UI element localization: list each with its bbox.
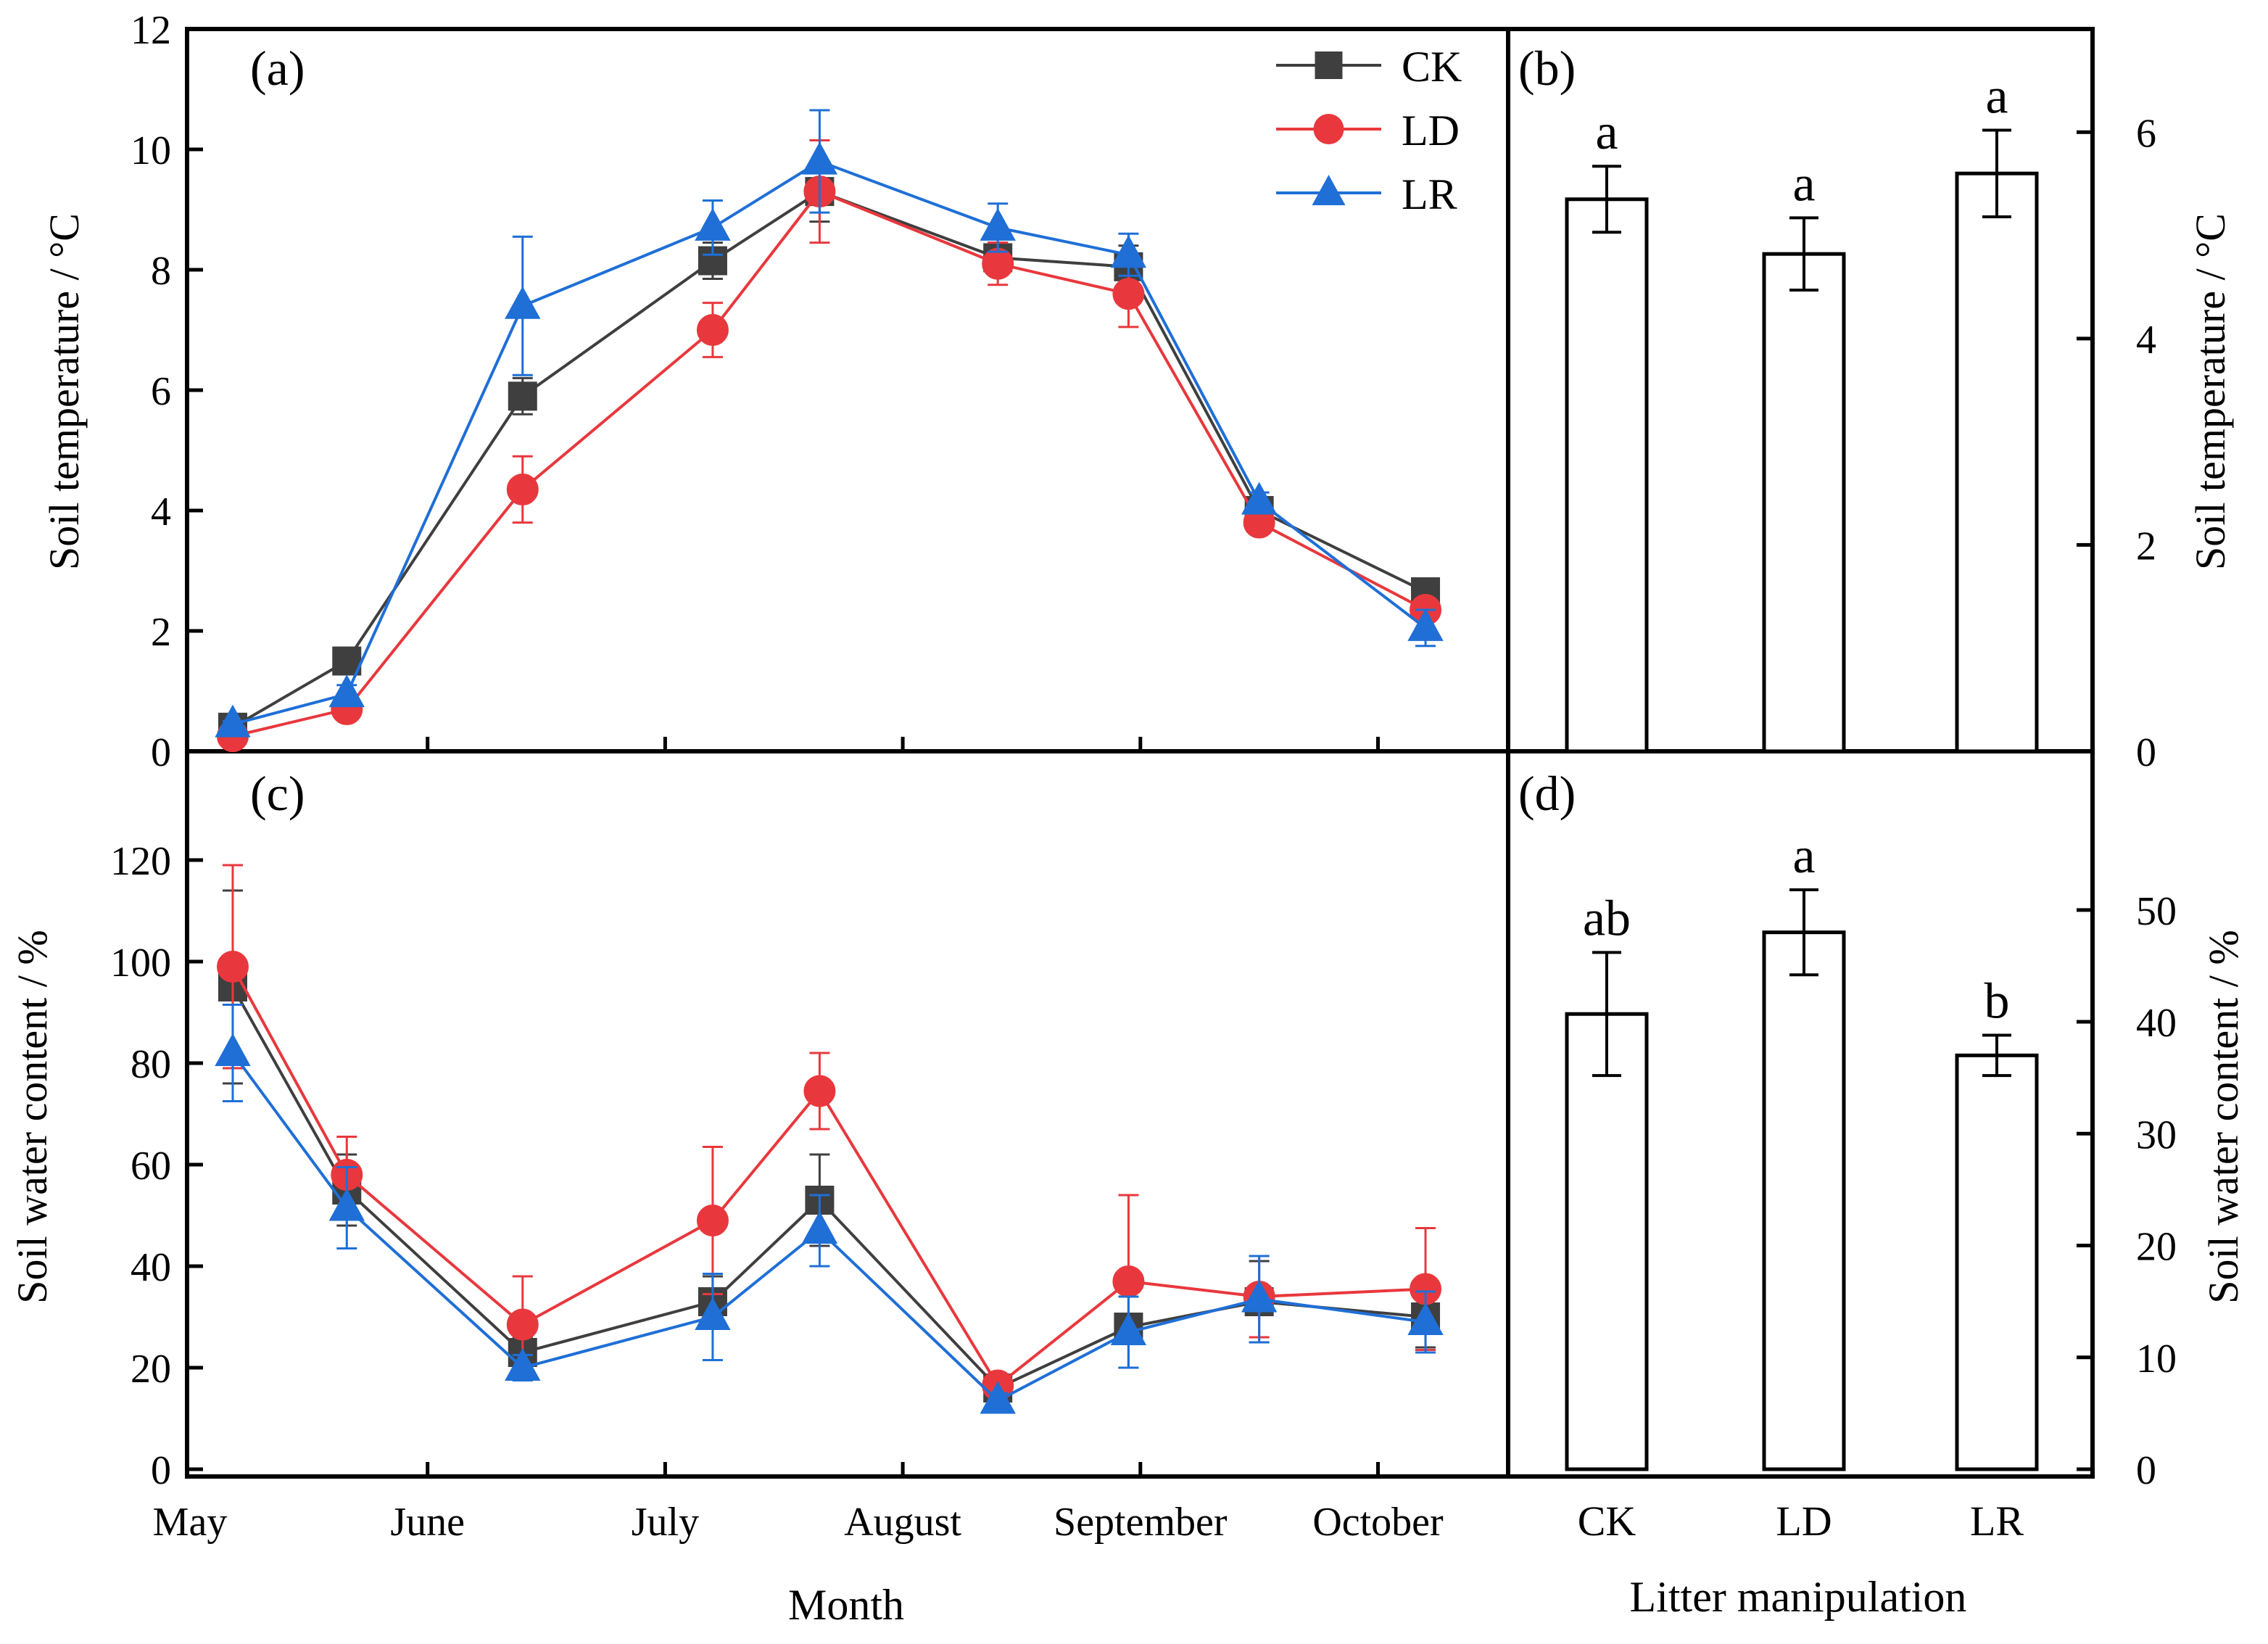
panel-b-bar-LD (1762, 252, 1846, 753)
panel-d-ytick-label: 50 (2136, 889, 2177, 934)
panel-a-label: (a) (250, 41, 305, 96)
month-tick-label: June (390, 1500, 465, 1545)
panel-c-point-LR (1110, 1312, 1147, 1345)
ylabel-d: Soil water content / % (2200, 930, 2247, 1303)
panel-d-label: (d) (1518, 766, 1576, 821)
panel-a-point-CK (508, 381, 537, 411)
panel-b-label: (b) (1518, 41, 1576, 96)
panel-a-series-line-LD (232, 189, 1426, 738)
panel-d-ytick-label: 30 (2136, 1112, 2177, 1157)
ylabel-c: Soil water content / % (9, 930, 56, 1303)
panel-a-point-LR (328, 674, 365, 708)
panel-a-point-LD (982, 247, 1014, 280)
panel-a-ytick-label: 8 (151, 249, 171, 294)
panel-a-ytick-label: 6 (151, 369, 171, 414)
ylabel-b: Soil temperature / °C (2187, 213, 2234, 570)
xlabel-litter: Litter manipulation (1630, 1573, 1967, 1621)
legend-marker-LD (1313, 114, 1344, 144)
panel-d-bar-LD (1762, 930, 1846, 1471)
panel-d-ytick-label: 10 (2136, 1337, 2177, 1381)
panel-d-bar-CK (1565, 1012, 1649, 1471)
panel-c-ytick-label: 120 (110, 839, 171, 884)
panel-d-significance-letter: b (1984, 974, 2010, 1030)
panel-d-ytick-label: 40 (2136, 1001, 2177, 1046)
panel-a-point-LD (696, 314, 729, 346)
panel-d-ytick-label: 0 (2136, 1448, 2156, 1493)
panel-d-bar-LR (1955, 1053, 2039, 1471)
bars-layer (1565, 128, 2039, 1471)
panel-b-significance-letter: a (1595, 104, 1618, 160)
panel-c-point-LR (1241, 1279, 1278, 1313)
lines-layer (215, 109, 1444, 1414)
panel-b-bar-LR (1955, 171, 2039, 753)
legend: CK LD LR (1276, 43, 1462, 218)
panel-a-point-LR (695, 207, 731, 241)
panel-c-point-LD (216, 951, 249, 983)
panel-a-ytick-label: 0 (151, 730, 171, 775)
panel-d-significance-letter: ab (1583, 891, 1631, 946)
panel-b-ytick-label: 0 (2136, 730, 2156, 775)
panel-c-ytick-label: 60 (131, 1144, 171, 1189)
legend-marker-CK (1315, 51, 1343, 79)
panel-a-point-LR (1241, 482, 1278, 515)
panel-d-category-label: LD (1776, 1498, 1832, 1545)
panel-a-point-LR (505, 286, 541, 319)
panel-c-point-LD (1112, 1265, 1145, 1297)
panel-c-ytick-label: 0 (151, 1448, 171, 1493)
text-layer: (a) (b) (c) (d) Soil temperature / °C So… (9, 41, 2247, 1629)
panel-a-point-LR (801, 141, 838, 175)
panel-c-point-LD (803, 1075, 836, 1107)
xlabel-month: Month (788, 1581, 904, 1629)
panel-a-point-LR (215, 704, 251, 738)
panel-a-series-line-CK (231, 189, 1426, 729)
panel-a-ytick-label: 4 (151, 490, 171, 534)
panel-a-ytick-label: 10 (131, 128, 171, 173)
month-tick-label: October (1312, 1500, 1444, 1545)
panel-a-point-LR (1110, 235, 1147, 268)
panel-a-point-LR (980, 207, 1016, 241)
panel-a-ytick-label: 2 (151, 610, 171, 655)
panel-c-point-LR (801, 1210, 838, 1244)
legend-label-LR: LR (1402, 170, 1457, 218)
panel-a-ytick-label: 12 (131, 8, 171, 53)
panel-c-point-LR (215, 1033, 251, 1066)
month-tick-label: May (153, 1500, 228, 1545)
panel-c-point-LD (696, 1205, 729, 1236)
ylabel-a: Soil temperature / °C (41, 213, 88, 570)
panel-c-point-LR (328, 1188, 365, 1221)
panel-d-significance-letter: a (1792, 828, 1815, 884)
panel-b-bar-CK (1565, 197, 1649, 753)
panel-d-ytick-label: 20 (2136, 1225, 2177, 1270)
panel-c-point-LR (1407, 1302, 1444, 1335)
panel-a-series-line-LR (232, 160, 1427, 726)
panel-b-ytick-label: 2 (2136, 524, 2156, 569)
month-tick-label: August (844, 1500, 961, 1545)
panel-c-ytick-label: 20 (131, 1347, 171, 1392)
panel-b-ytick-label: 6 (2136, 111, 2156, 156)
panel-c-ytick-label: 40 (131, 1245, 171, 1290)
panel-c-label: (c) (250, 766, 305, 821)
panel-d-category-label: CK (1578, 1498, 1636, 1545)
panel-b-significance-letter: a (1985, 68, 2008, 124)
legend-marker-LR (1312, 175, 1346, 205)
panel-c-ytick-label: 100 (110, 941, 171, 986)
panel-b-significance-letter: a (1792, 156, 1815, 212)
panel-c-point-LR (695, 1297, 731, 1330)
legend-label-LD: LD (1402, 107, 1460, 154)
month-tick-label: September (1054, 1500, 1228, 1545)
panel-c-ytick-label: 80 (131, 1042, 171, 1087)
panel-a-point-LD (506, 473, 539, 505)
panel-a-point-LR (1407, 608, 1444, 641)
panel-c-point-LR (505, 1347, 541, 1381)
panel-a-point-LD (1112, 278, 1145, 310)
panel-c-point-LD (506, 1308, 539, 1341)
panel-c-point-LR (980, 1381, 1016, 1414)
panel-d-category-label: LR (1970, 1498, 2024, 1545)
legend-label-CK: CK (1402, 43, 1462, 91)
panel-c-series-line-LD (231, 966, 1426, 1388)
month-tick-label: July (632, 1500, 699, 1545)
panel-b-ytick-label: 4 (2136, 318, 2156, 363)
